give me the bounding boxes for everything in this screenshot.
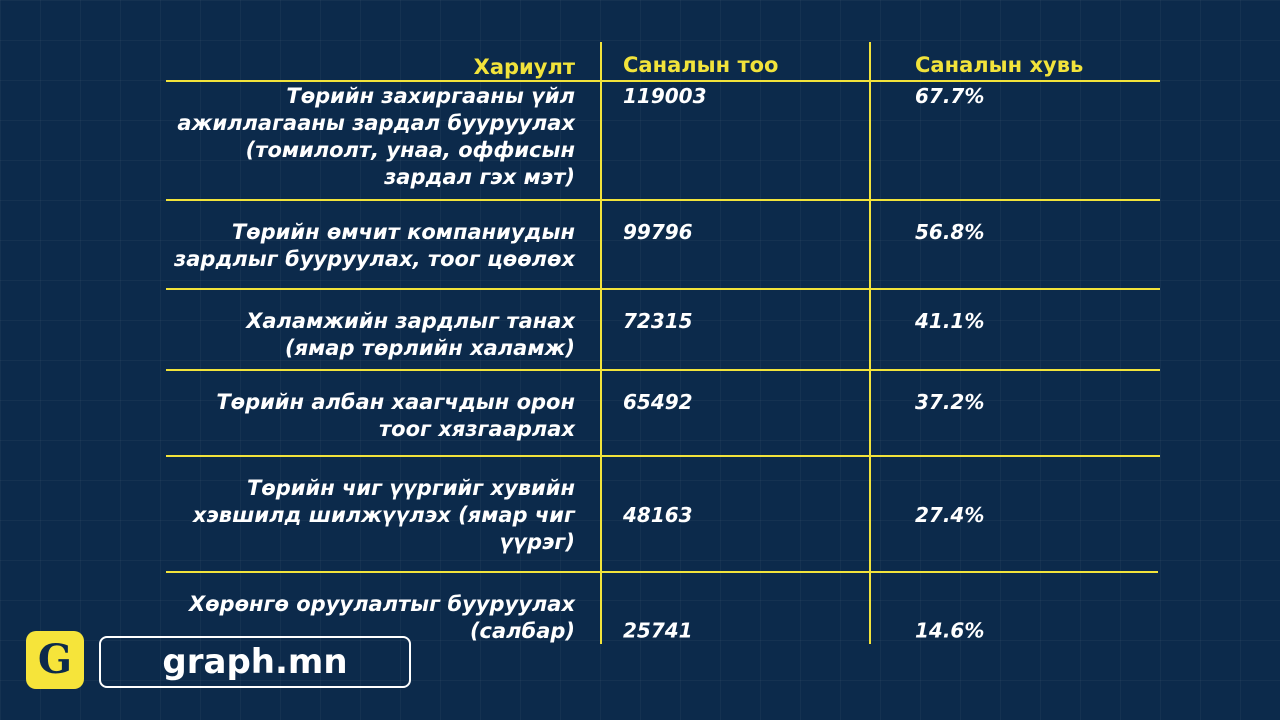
answer-text: Халамжийн зардлыг танах bbox=[244, 309, 576, 333]
answer-text: (ямар төрлийн халамж) bbox=[285, 336, 575, 360]
answer-text: зардлыг бууруулах, тоог цөөлөх bbox=[173, 247, 576, 271]
answer-text: (салбар) bbox=[470, 619, 575, 643]
logo-letter: G bbox=[37, 636, 73, 683]
header-answer: Хариулт bbox=[474, 55, 576, 79]
brand-site-text: graph.mn bbox=[162, 642, 348, 682]
header-votes: Саналын тоо bbox=[623, 53, 778, 77]
votes-value: 65492 bbox=[623, 390, 693, 414]
answer-text: зардал гэх мэт) bbox=[383, 165, 575, 189]
answer-text: тоог хязгаарлах bbox=[379, 417, 576, 441]
votes-value: 25741 bbox=[623, 619, 693, 643]
answer-text: хэвшилд шилжүүлэх (ямар чиг bbox=[192, 503, 576, 527]
percent-value: 14.6% bbox=[915, 619, 984, 643]
brand-badge: graph.mn bbox=[99, 636, 411, 688]
votes-value: 72315 bbox=[623, 309, 693, 333]
answer-text: (томилолт, унаа, оффисын bbox=[246, 138, 575, 162]
answer-text: Төрийн албан хаагчдын орон bbox=[216, 390, 575, 414]
votes-value: 119003 bbox=[623, 84, 707, 108]
percent-value: 56.8% bbox=[915, 220, 984, 244]
votes-value: 99796 bbox=[623, 220, 693, 244]
percent-value: 27.4% bbox=[915, 503, 984, 527]
percent-value: 37.2% bbox=[915, 390, 984, 414]
answer-text: ажиллагааны зардал бууруулах bbox=[177, 111, 576, 135]
percent-value: 41.1% bbox=[914, 309, 984, 333]
header-percent: Саналын хувь bbox=[915, 53, 1083, 77]
answer-text: Төрийн чиг үүргийг хувийн bbox=[247, 476, 575, 500]
votes-value: 48163 bbox=[622, 503, 693, 527]
answer-text: Төрийн өмчит компаниудын bbox=[232, 220, 575, 244]
answer-text: үүрэг) bbox=[500, 530, 575, 554]
graph-logo: G bbox=[26, 631, 84, 689]
percent-value: 67.7% bbox=[915, 84, 984, 108]
answer-text: Төрийн захиргааны үйл bbox=[286, 84, 575, 108]
answer-text: Хөрөнгө оруулалтыг бууруулах bbox=[187, 592, 577, 616]
